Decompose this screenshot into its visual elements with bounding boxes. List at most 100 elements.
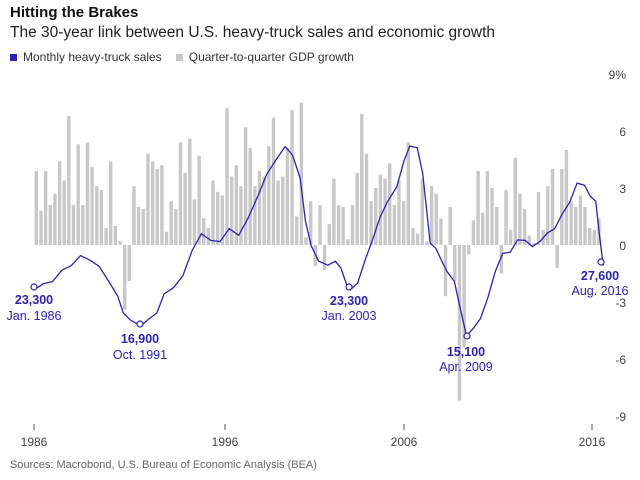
gdp-bar [123,245,127,310]
gdp-bar [169,201,173,245]
gdp-bar [234,165,238,245]
gdp-bar [350,205,355,245]
marker-apr-2009 [463,332,471,340]
gdp-bar [443,245,448,297]
gdp-bar [53,193,57,245]
gdp-bar [411,227,415,245]
gdp-bar [406,142,410,245]
annotation-date: Jan. 1986 [7,309,62,323]
chart-title: Hitting the Brakes [10,4,139,21]
gdp-bar [415,233,420,245]
gdp-bar [336,205,341,245]
gdp-bar [178,142,183,245]
gdp-bar [378,174,383,245]
gdp-bar [150,161,155,245]
gdp-bar [243,127,248,245]
y-tick-label: 3 [619,182,626,196]
legend-swatch-truck-sales [10,53,17,61]
gdp-bar [248,148,252,245]
gdp-bar [569,201,573,245]
gdp-bar [481,212,485,245]
gdp-bar [341,207,345,245]
gdp-bar [453,245,457,282]
chart-subtitle: The 30-year link between U.S. heavy-truc… [10,24,496,41]
gdp-bar [527,235,531,245]
gdp-bar [332,178,336,245]
gdp-bar [392,205,397,245]
gdp-bar [267,146,271,245]
x-tick-label: 1996 [212,435,239,449]
gdp-bar [141,208,145,245]
gdp-bar [81,205,85,245]
source-note: Sources: Macrobond, U.S. Bureau of Econo… [10,459,317,471]
marker-aug-2016 [597,258,605,266]
annotation-value: 15,100 [447,345,485,359]
annotation-value: 27,600 [581,269,619,283]
gdp-bar [271,117,276,245]
gdp-bar [220,195,224,245]
gdp-bar [434,193,438,245]
gdp-bar [508,229,513,245]
gdp-bar [546,186,550,245]
gdp-bar [202,218,206,245]
annotation-value: 23,300 [330,294,368,308]
gdp-bar [309,201,313,245]
annotations: 23,300 Jan. 1986 16,900 Oct. 1991 23,300… [7,269,629,374]
gdp-bar [239,186,243,245]
gdp-bar [197,155,201,245]
y-tick-label: -6 [615,353,626,367]
gdp-bar [95,186,99,245]
gdp-bar [76,144,80,245]
annotation-markers [30,258,605,340]
legend: Monthly heavy-truck sales Quarter-to-qua… [10,50,368,64]
gdp-bar [90,167,94,245]
gdp-bar [560,169,564,245]
gdp-bar [490,188,494,245]
gdp-bar [383,178,387,245]
gdp-bar [118,241,122,245]
gdp-bar [146,153,150,245]
gdp-bar [34,170,38,245]
annotation-date: Jan. 2003 [322,309,377,323]
gdp-bar [43,170,48,245]
gdp-bar [574,207,578,245]
gdp-bar [467,245,471,255]
gdp-bar [522,208,527,245]
gdp-bar [211,180,215,245]
gdp-bar [229,176,234,245]
gdp-bar [555,245,559,268]
gdp-bar [285,148,290,245]
gdp-bar [304,237,308,245]
marker-oct-1991 [136,320,144,328]
x-tick-label: 2006 [391,435,418,449]
gdp-bar [113,226,118,245]
gdp-bar [457,245,462,401]
gdp-bar [485,170,490,245]
gdp-bar [276,180,280,245]
legend-swatch-gdp-growth [175,53,183,61]
y-tick-label: 0 [619,239,626,253]
gdp-bar [388,163,392,245]
y-axis-right: 9% 6 3 0 -3 -6 -9 [609,68,627,424]
gdp-bar [439,218,443,245]
gdp-bar [183,172,187,245]
y-tick-label: 9% [609,68,627,82]
marker-jan-2003 [345,283,353,291]
gdp-bar [192,199,197,245]
gdp-bar [295,216,299,245]
gdp-bar [318,205,322,245]
gdp-bar [99,189,104,245]
gdp-bar [583,207,587,245]
gdp-bar [136,207,141,245]
gdp-bar [471,220,476,245]
y-tick-label: -9 [615,410,626,424]
annotation-date: Aug. 2016 [572,284,629,298]
gdp-bar [327,224,331,245]
x-tick-label: 1986 [21,435,48,449]
gdp-bar [495,207,499,245]
gdp-bar [322,245,327,270]
gdp-bar [299,102,304,245]
annotation-date: Oct. 1991 [113,348,167,362]
gdp-bar [71,205,76,245]
gdp-bar [397,180,401,245]
